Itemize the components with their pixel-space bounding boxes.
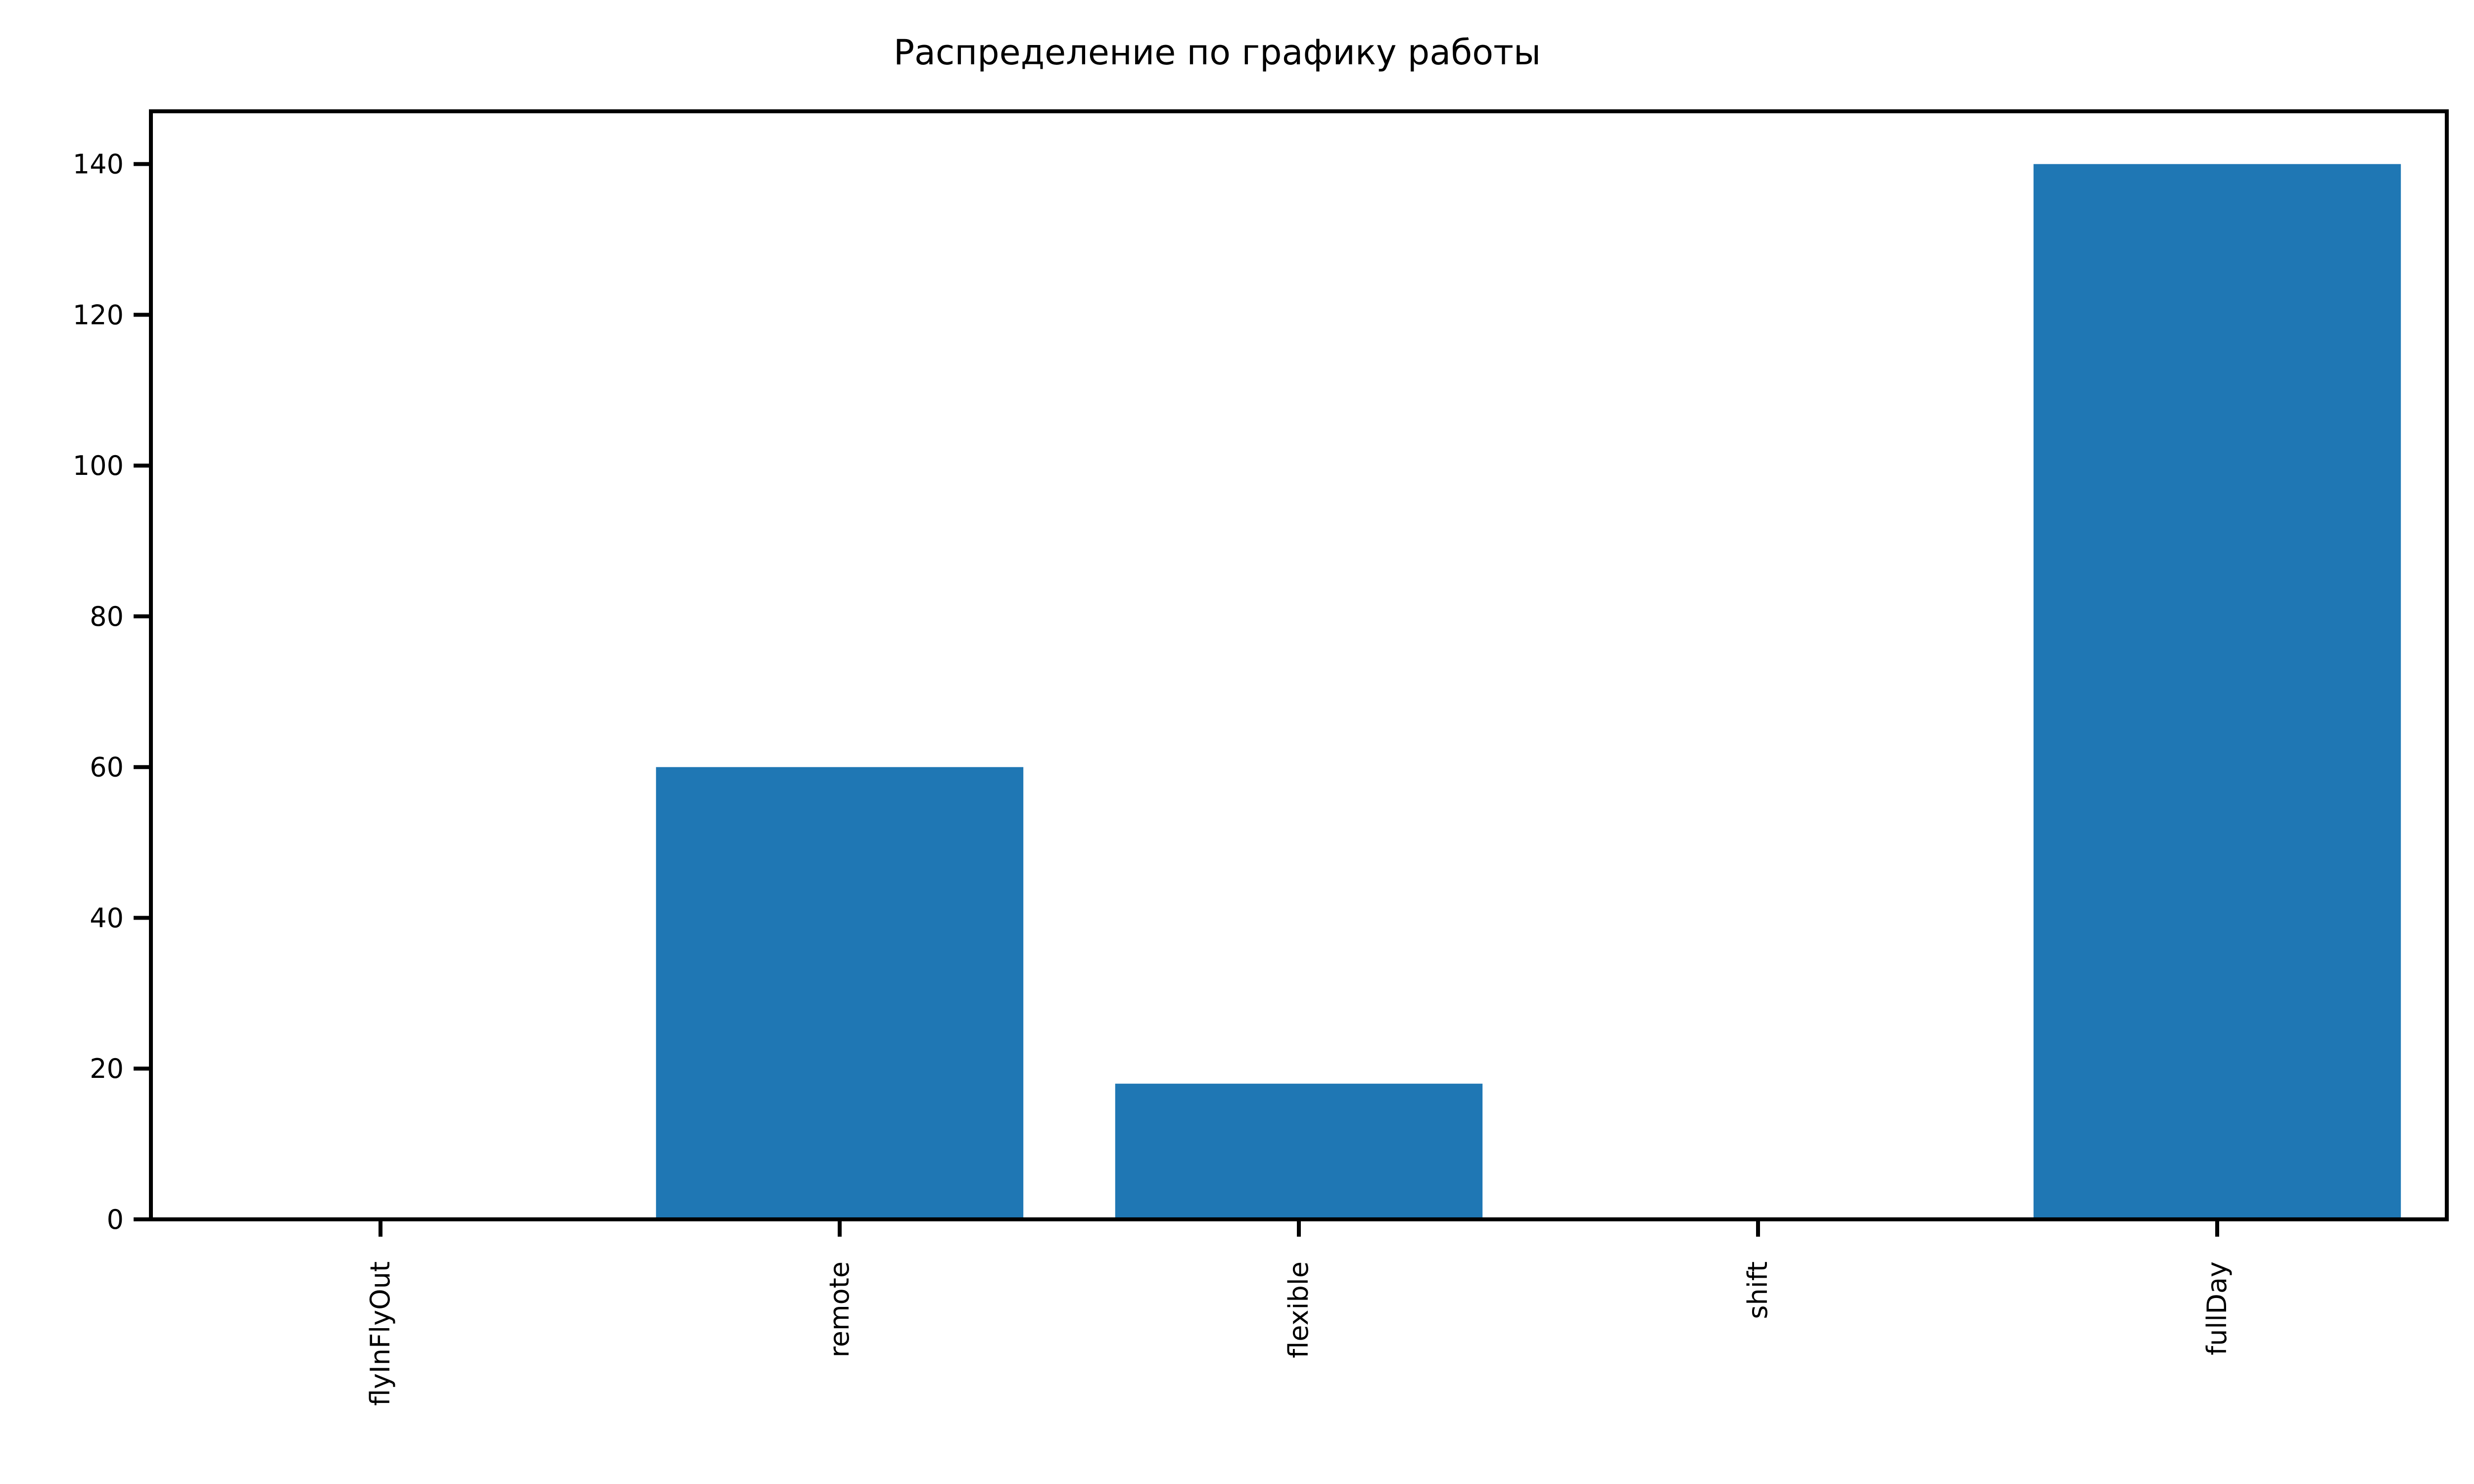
y-tick-label-0: 0 — [107, 1204, 124, 1235]
bar-remote — [656, 767, 1024, 1219]
x-axis: flyInFlyOut remote flexible shift fullDay — [365, 1219, 2233, 1406]
y-tick-label-100: 100 — [73, 450, 124, 481]
y-tick-label-80: 80 — [90, 601, 124, 632]
y-tick-label-40: 40 — [90, 902, 124, 933]
x-tick-label-fullDay: fullDay — [2201, 1261, 2233, 1355]
y-tick-label-120: 120 — [73, 299, 124, 330]
x-tick-label-shift: shift — [1742, 1261, 1773, 1319]
bar-fullDay — [2033, 164, 2401, 1219]
y-tick-label-140: 140 — [73, 149, 124, 180]
x-tick-label-flyInFlyOut: flyInFlyOut — [365, 1261, 396, 1406]
y-axis: 0 20 40 60 80 100 120 140 — [73, 149, 151, 1235]
x-tick-label-remote: remote — [824, 1261, 855, 1357]
y-tick-label-20: 20 — [90, 1053, 124, 1084]
bar-flexible — [1115, 1083, 1483, 1219]
x-tick-label-flexible: flexible — [1283, 1261, 1314, 1358]
chart-title: Распределение по графику работы — [894, 32, 1541, 73]
bars-group — [656, 164, 2401, 1219]
y-tick-label-60: 60 — [90, 752, 124, 783]
plot-frame — [149, 109, 2449, 1221]
